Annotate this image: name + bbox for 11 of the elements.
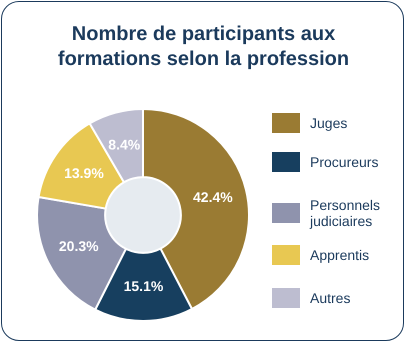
data-label: 15.1% bbox=[124, 278, 164, 294]
legend-label: Apprentis bbox=[310, 247, 370, 263]
chart-title: Nombre de participants aux formations selon la profession bbox=[56, 22, 350, 72]
data-label: 13.9% bbox=[64, 164, 104, 181]
data-label: 20.3% bbox=[58, 238, 100, 254]
data-label: 42.4% bbox=[193, 188, 234, 205]
legend-label: Personnels judiciaires bbox=[310, 197, 382, 229]
legend-label: Procureurs bbox=[310, 154, 380, 170]
legend-label: Juges bbox=[310, 115, 348, 131]
legend-label: Autres bbox=[310, 290, 352, 306]
data-label: 8.4% bbox=[108, 136, 141, 152]
